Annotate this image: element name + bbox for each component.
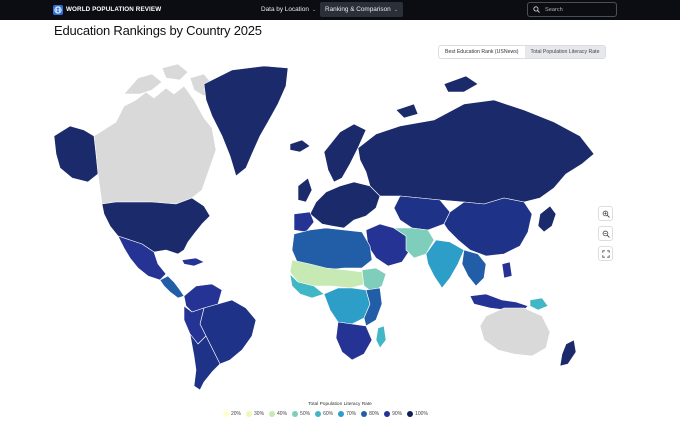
legend-swatch xyxy=(338,411,345,417)
zoom-out-button[interactable] xyxy=(598,226,613,241)
legend-swatch xyxy=(269,411,276,417)
country-philippines[interactable] xyxy=(501,261,513,279)
search-icon xyxy=(533,6,540,13)
country-mexico[interactable] xyxy=(117,235,167,281)
country-argentina-chile[interactable] xyxy=(189,333,221,391)
country-usa-alaska[interactable] xyxy=(54,125,99,183)
legend-item[interactable]: 50% xyxy=(292,411,310,417)
country-australia[interactable] xyxy=(479,307,551,357)
search-input[interactable] xyxy=(545,6,613,13)
country-central-asia[interactable] xyxy=(393,195,451,231)
zoom-in-icon xyxy=(602,210,610,218)
chevron-down-icon: ⌄ xyxy=(311,6,317,13)
country-iberia[interactable] xyxy=(293,211,315,233)
legend-label: 90% xyxy=(392,411,403,417)
country-russia-islands[interactable] xyxy=(395,75,479,119)
legend-item[interactable]: 80% xyxy=(361,411,379,417)
zoom-out-icon xyxy=(602,230,610,238)
country-caribbean[interactable] xyxy=(181,257,205,267)
country-japan[interactable] xyxy=(537,205,557,233)
country-europe[interactable] xyxy=(309,181,381,229)
zoom-in-button[interactable] xyxy=(598,206,613,221)
legend-item[interactable]: 70% xyxy=(338,411,356,417)
legend-label: 20% xyxy=(231,411,242,417)
legend-label: 30% xyxy=(254,411,265,417)
metric-toggle: Best Education Rank (USNews) Total Popul… xyxy=(438,45,607,59)
country-southern-africa[interactable] xyxy=(335,321,373,361)
legend-label: 70% xyxy=(346,411,357,417)
legend-swatch xyxy=(223,411,229,417)
legend-label: 40% xyxy=(277,411,288,417)
legend-item[interactable]: 100% xyxy=(407,411,428,417)
country-southeast-asia[interactable] xyxy=(461,249,487,287)
fullscreen-button[interactable] xyxy=(598,246,613,261)
country-middle-east[interactable] xyxy=(365,223,411,267)
country-russia[interactable] xyxy=(357,99,595,205)
legend-swatch xyxy=(407,411,414,417)
nav-label: Data by Location xyxy=(261,6,309,13)
country-uk[interactable] xyxy=(297,177,313,203)
search-box[interactable] xyxy=(527,2,617,17)
toggle-literacy-rate[interactable]: Total Population Literacy Rate xyxy=(524,46,606,58)
nav-data-by-location[interactable]: Data by Location ⌄ xyxy=(256,2,321,17)
brand-logo-link[interactable]: WORLD POPULATION REVIEW xyxy=(53,3,161,16)
nav-ranking-comparison[interactable]: Ranking & Comparison ⌄ xyxy=(320,2,403,17)
legend-item[interactable]: 40% xyxy=(269,411,287,417)
country-png[interactable] xyxy=(529,297,549,311)
country-iceland[interactable] xyxy=(289,139,311,153)
toggle-best-education-rank[interactable]: Best Education Rank (USNews) xyxy=(445,49,519,55)
country-west-africa[interactable] xyxy=(289,273,325,299)
fullscreen-icon xyxy=(601,249,610,258)
brand-name: WORLD POPULATION REVIEW xyxy=(66,6,162,13)
globe-logo-icon xyxy=(53,4,63,15)
country-usa[interactable] xyxy=(101,197,211,255)
chevron-down-icon: ⌄ xyxy=(393,6,398,13)
nav-label: Ranking & Comparison xyxy=(325,6,391,13)
country-madagascar[interactable] xyxy=(375,325,387,349)
legend-item[interactable]: 90% xyxy=(384,411,402,417)
world-choropleth-map[interactable] xyxy=(54,64,614,394)
legend-label: 50% xyxy=(300,411,311,417)
legend-item[interactable]: 20% xyxy=(223,411,241,417)
legend-swatch xyxy=(361,411,368,417)
legend-swatch xyxy=(292,411,299,417)
country-central-america[interactable] xyxy=(159,275,185,299)
legend-label: 100% xyxy=(415,411,428,417)
map-legend: 20% 30% 40% 50% 60% 70% 80% 90% 100% xyxy=(223,410,428,418)
country-east-africa[interactable] xyxy=(363,287,383,327)
country-greenland[interactable] xyxy=(203,65,289,177)
legend-swatch xyxy=(246,411,253,417)
legend-title: Total Population Literacy Rate xyxy=(308,402,372,407)
top-navbar: WORLD POPULATION REVIEW Data by Location… xyxy=(0,0,680,20)
country-canada[interactable] xyxy=(93,85,217,205)
country-new-zealand[interactable] xyxy=(559,339,577,367)
country-central-africa[interactable] xyxy=(323,287,371,325)
country-scandinavia[interactable] xyxy=(323,123,367,183)
legend-label: 60% xyxy=(323,411,334,417)
legend-swatch xyxy=(384,411,391,417)
legend-item[interactable]: 60% xyxy=(315,411,333,417)
country-horn-of-africa[interactable] xyxy=(361,267,387,293)
country-india[interactable] xyxy=(425,239,465,289)
legend-item[interactable]: 30% xyxy=(246,411,264,417)
country-china[interactable] xyxy=(443,197,533,257)
legend-label: 80% xyxy=(369,411,380,417)
legend-swatch xyxy=(315,411,322,417)
page-title: Education Rankings by Country 2025 xyxy=(54,23,262,38)
